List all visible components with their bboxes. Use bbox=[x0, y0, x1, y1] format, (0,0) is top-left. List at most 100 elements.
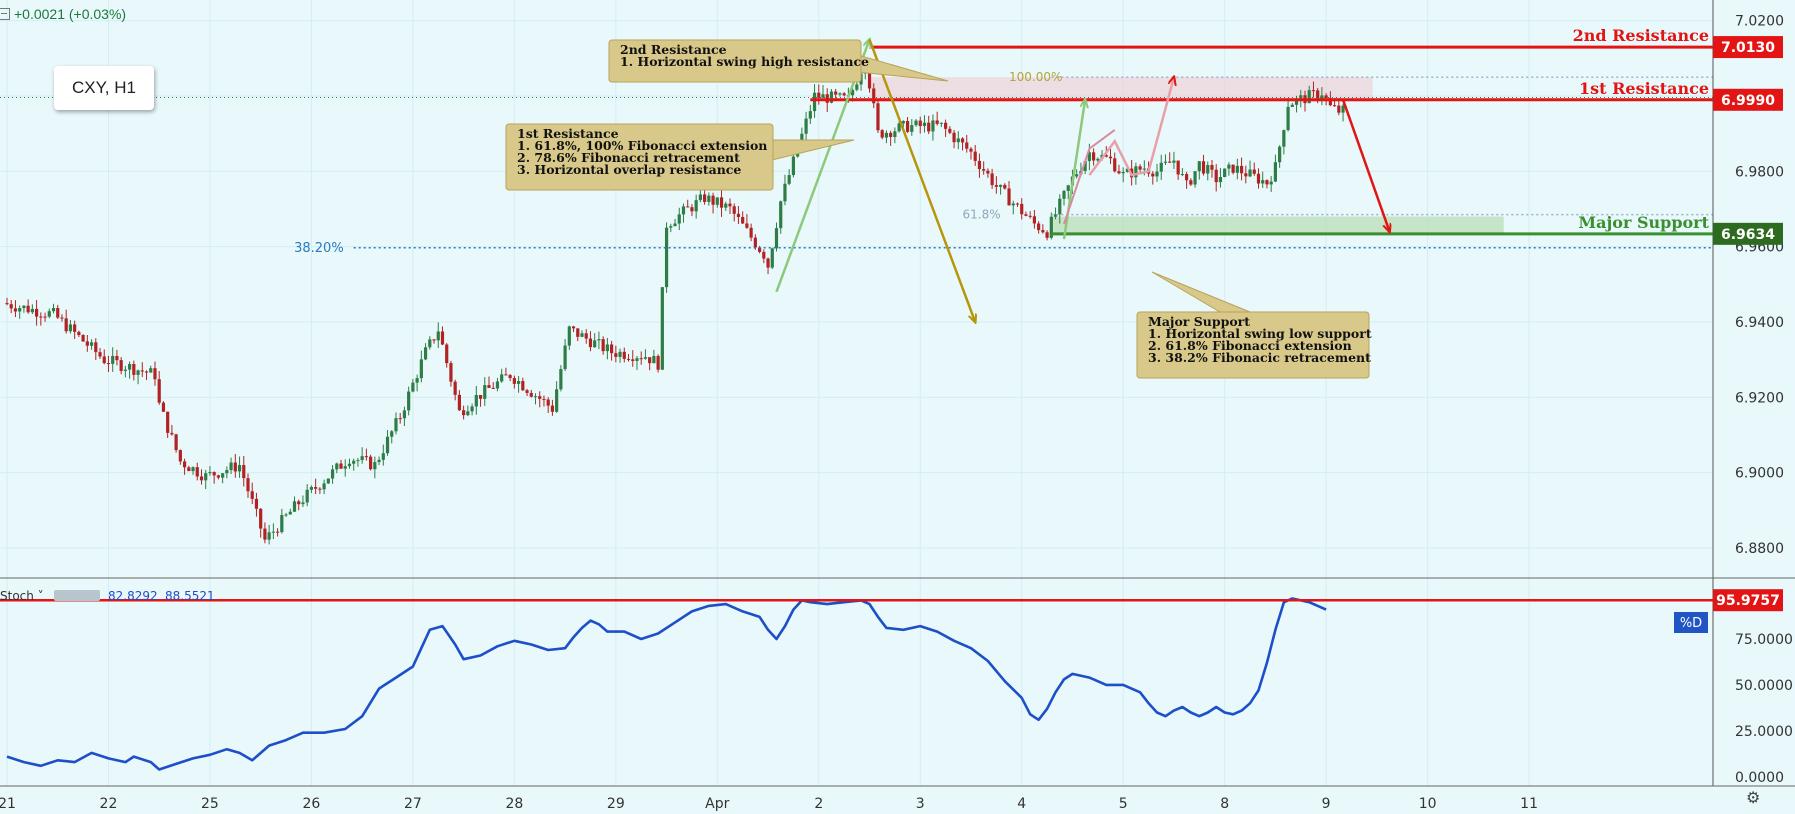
candle-body bbox=[267, 532, 271, 540]
note-pointer bbox=[771, 139, 855, 161]
candle-145 bbox=[618, 348, 622, 363]
candle-body bbox=[1286, 106, 1290, 131]
candle-body bbox=[474, 395, 478, 407]
candle-45 bbox=[195, 462, 199, 481]
candle-240 bbox=[1020, 198, 1024, 220]
candle-253 bbox=[1075, 169, 1079, 179]
note-title: 2nd Resistance bbox=[620, 42, 727, 57]
candle-285 bbox=[1210, 159, 1214, 178]
price-tag-0 bbox=[1713, 36, 1783, 59]
candle-body bbox=[635, 358, 639, 361]
candle-body bbox=[195, 467, 199, 477]
candle-body bbox=[1256, 173, 1261, 184]
candle-236 bbox=[1003, 183, 1007, 190]
candle-111 bbox=[474, 385, 478, 415]
candle-66 bbox=[284, 512, 288, 517]
candle-1 bbox=[9, 300, 13, 314]
candle-76 bbox=[326, 478, 330, 484]
candle-128 bbox=[546, 397, 550, 413]
price-tag-2 bbox=[1713, 222, 1783, 245]
stoch-level-tag bbox=[1713, 589, 1783, 612]
candle-body bbox=[419, 359, 423, 379]
candle-body bbox=[246, 478, 250, 492]
candle-264 bbox=[1121, 167, 1125, 183]
candle-235 bbox=[998, 184, 1003, 195]
candle-body bbox=[208, 472, 212, 474]
collapse-icon[interactable] bbox=[0, 8, 10, 20]
candle-body bbox=[910, 125, 914, 132]
candle-body bbox=[326, 478, 330, 484]
candle-131 bbox=[559, 365, 563, 392]
level-name-0: 2nd Resistance bbox=[1573, 26, 1709, 45]
price-change-header: +0.0021 (+0.03%) bbox=[14, 6, 126, 22]
stoch-d-tag bbox=[1674, 612, 1708, 633]
candle-227 bbox=[965, 134, 969, 153]
candle-82 bbox=[352, 458, 356, 471]
price-tag-text-2: 6.9634 bbox=[1721, 227, 1775, 243]
candle-65 bbox=[280, 508, 284, 534]
y-tick-7: 6.8800 bbox=[1735, 541, 1784, 557]
candle-8 bbox=[39, 312, 43, 326]
candle-250 bbox=[1062, 189, 1066, 206]
candle-body bbox=[525, 390, 529, 393]
candle-237 bbox=[1007, 181, 1011, 206]
candle-88 bbox=[377, 456, 381, 466]
stoch-tick-1: 50.0000 bbox=[1735, 678, 1793, 694]
x-tick-7: Apr bbox=[705, 796, 729, 812]
candle-117 bbox=[500, 368, 504, 383]
candle-body bbox=[1290, 104, 1294, 107]
candle-61 bbox=[263, 522, 267, 544]
candle-239 bbox=[1015, 202, 1020, 207]
candle-body bbox=[1201, 161, 1206, 174]
candle-281 bbox=[1193, 171, 1197, 188]
candle-171 bbox=[728, 198, 732, 214]
settings-gear-icon[interactable]: ⚙ bbox=[1746, 790, 1761, 807]
candle-body bbox=[990, 173, 994, 186]
candle-body bbox=[64, 318, 68, 332]
candle-34 bbox=[149, 365, 153, 373]
candle-body bbox=[741, 216, 745, 224]
candle-15 bbox=[68, 319, 73, 334]
price-change: +0.0021 (+0.03%) bbox=[14, 6, 127, 22]
candle-body bbox=[428, 339, 432, 348]
candle-130 bbox=[555, 381, 559, 413]
candle-143 bbox=[610, 340, 614, 361]
candle-body bbox=[555, 389, 559, 412]
candle-body bbox=[360, 456, 364, 461]
candle-123 bbox=[525, 388, 529, 397]
x-tick-5: 28 bbox=[505, 796, 523, 812]
candle-body bbox=[736, 213, 741, 217]
candle-136 bbox=[580, 330, 584, 338]
candle-231 bbox=[982, 161, 986, 175]
candle-body bbox=[1020, 203, 1024, 215]
candle-251 bbox=[1066, 184, 1070, 200]
candle-body bbox=[504, 374, 508, 376]
candle-body bbox=[660, 287, 664, 370]
stoch-d-line bbox=[6, 597, 1327, 771]
candle-44 bbox=[191, 466, 195, 475]
candle-body bbox=[174, 434, 178, 451]
candle-body bbox=[466, 411, 470, 416]
candle-245 bbox=[1041, 224, 1045, 234]
candle-173 bbox=[736, 205, 741, 225]
candle-body bbox=[1108, 156, 1113, 159]
candle-193 bbox=[821, 85, 825, 98]
candle-body bbox=[944, 122, 948, 129]
candle-body bbox=[1151, 173, 1155, 177]
candle-38 bbox=[166, 411, 170, 438]
candle-218 bbox=[927, 115, 931, 135]
candle-body bbox=[1261, 180, 1265, 184]
candle-75 bbox=[322, 479, 326, 495]
candle-body bbox=[1032, 216, 1037, 224]
candle-body bbox=[170, 432, 174, 435]
candle-body bbox=[94, 342, 98, 353]
symbol-label[interactable]: CXY, H1 bbox=[54, 66, 154, 110]
candle-body bbox=[812, 92, 817, 112]
candle-body bbox=[166, 411, 170, 433]
candle-body bbox=[1206, 165, 1210, 174]
candle-186 bbox=[791, 151, 796, 178]
candle-230 bbox=[977, 153, 982, 178]
candle-body bbox=[500, 374, 504, 382]
